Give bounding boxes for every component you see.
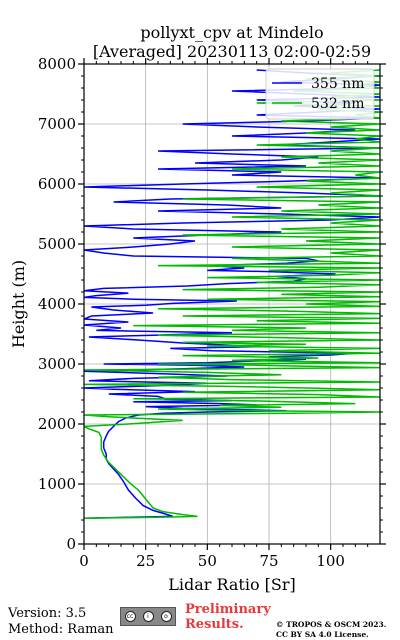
- by-icon: i: [142, 611, 154, 622]
- legend: 355 nm 532 nm: [265, 68, 375, 120]
- y-tick-label: 1000: [38, 475, 76, 493]
- series-line-532-nm: [84, 69, 380, 519]
- copyright-line2: CC BY SA 4.0 License.: [276, 630, 369, 639]
- x-tick-label: 50: [198, 552, 217, 570]
- x-axis-label: Lidar Ratio [Sr]: [168, 575, 296, 594]
- preliminary-line2: Results.: [185, 617, 244, 632]
- y-tick-label: 5000: [38, 235, 76, 253]
- x-tick-label: 100: [316, 552, 345, 570]
- x-axis: 0 25 50 75 100: [79, 58, 369, 570]
- cc-license-badge: cc i o: [120, 607, 176, 626]
- method-text: Method: Raman: [8, 622, 114, 637]
- y-tick-label: 7000: [38, 115, 76, 133]
- preliminary-line1: Preliminary: [185, 602, 271, 617]
- version-text: Version: 3.5: [8, 606, 87, 621]
- x-tick-label: 25: [136, 552, 155, 570]
- series-line-355-nm: [84, 69, 380, 519]
- y-tick-label: 8000: [38, 55, 76, 73]
- chart-title-line1: pollyxt_cpv at Mindelo: [140, 23, 323, 42]
- copyright-text: © TROPOS & OSCM 2023. CC BY SA 4.0 Licen…: [276, 620, 386, 640]
- legend-box: [265, 68, 375, 120]
- x-tick-label: 75: [259, 552, 278, 570]
- x-tick-label: 0: [79, 552, 89, 570]
- copyright-line1: © TROPOS & OSCM 2023.: [276, 620, 387, 629]
- plot-area: [84, 69, 380, 519]
- preliminary-results-text: Preliminary Results.: [185, 602, 271, 632]
- chart-title-line2: [Averaged] 20230113 02:00-02:59: [93, 42, 371, 61]
- lidar-ratio-chart: pollyxt_cpv at Mindelo [Averaged] 202301…: [9, 23, 386, 594]
- sa-icon: o: [160, 611, 172, 622]
- y-axis: 0 1000 2000 3000 4000 5000 6000 7000 8000: [38, 55, 386, 553]
- legend-label-355: 355 nm: [311, 76, 364, 92]
- legend-label-532: 532 nm: [311, 96, 364, 112]
- y-axis-label: Height (m): [9, 260, 28, 348]
- y-tick-label: 2000: [38, 415, 76, 433]
- y-tick-label: 6000: [38, 175, 76, 193]
- series-layer: [84, 69, 380, 519]
- cc-icon: cc: [124, 611, 136, 622]
- y-tick-label: 3000: [38, 355, 76, 373]
- y-tick-label: 4000: [38, 295, 76, 313]
- y-tick-label: 0: [66, 535, 76, 553]
- footer-info: Version: 3.5 Method: Raman: [8, 606, 114, 638]
